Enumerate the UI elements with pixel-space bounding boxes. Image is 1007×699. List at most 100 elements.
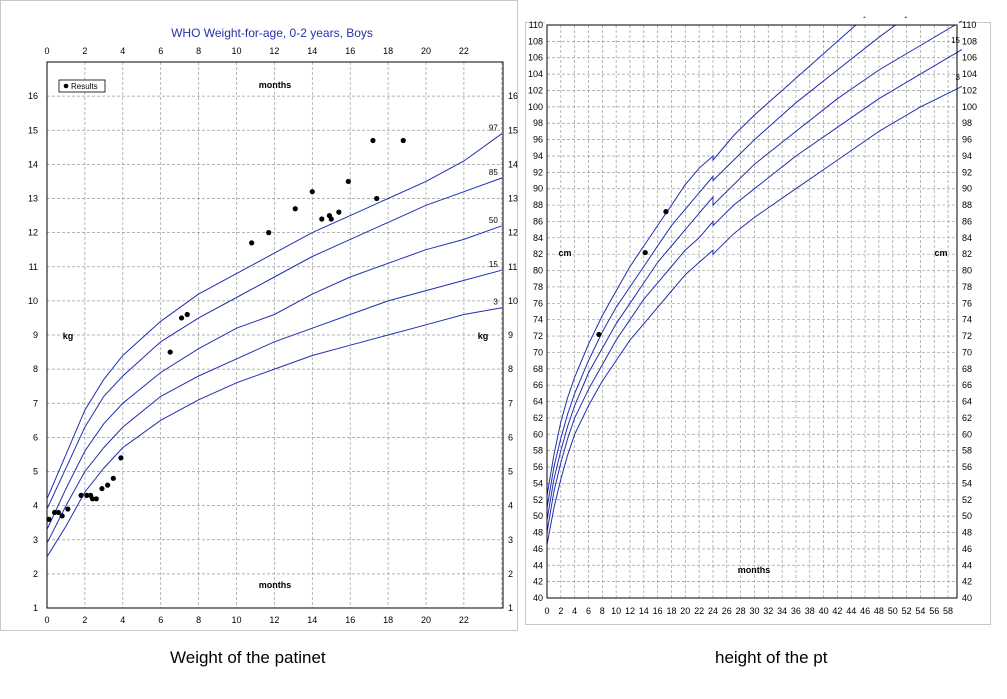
y-tick-label-left: 56 xyxy=(533,462,543,472)
plot-area-frame xyxy=(46,61,504,609)
x-tick-label: 42 xyxy=(832,606,842,616)
y-tick-label-left: 5 xyxy=(33,467,38,477)
y-tick-label-right: 64 xyxy=(962,397,972,407)
legend-label: Results xyxy=(71,82,98,91)
y-tick-label-right: 108 xyxy=(962,36,977,46)
chart-title: WHO Weight-for-age, 0-2 years, Boys xyxy=(171,26,373,40)
y-tick-label-left: 10 xyxy=(28,296,38,306)
x-tick-label-top: 6 xyxy=(158,46,163,56)
y-tick-label-left: 8 xyxy=(33,364,38,374)
y-tick-label-right: 72 xyxy=(962,331,972,341)
y-tick-label-right: 90 xyxy=(962,184,972,194)
result-point xyxy=(51,509,58,516)
y-tick-label-right: 16 xyxy=(508,91,518,101)
y-tick-label-right: 13 xyxy=(508,194,518,204)
result-point xyxy=(93,496,99,502)
x-tick-label: 44 xyxy=(846,606,856,616)
percentile-curve xyxy=(546,49,963,533)
y-tick-label-left: 82 xyxy=(533,249,543,259)
y-tick-label-right: 56 xyxy=(962,462,972,472)
y-tick-label-right: 50 xyxy=(962,511,972,521)
x-tick-label: 40 xyxy=(819,606,829,616)
x-tick-label: 24 xyxy=(708,606,718,616)
x-tick-label-top: 2 xyxy=(82,46,87,56)
x-tick-label: 2 xyxy=(558,606,563,616)
x-tick-label: 16 xyxy=(653,606,663,616)
legend-marker xyxy=(63,83,69,89)
result-point xyxy=(400,137,406,144)
x-tick-label-bottom: 10 xyxy=(231,615,241,625)
y-tick-label-left: 66 xyxy=(533,380,543,390)
y-tick-label-left: 13 xyxy=(28,194,38,204)
y-axis-label-left: kg xyxy=(63,331,74,341)
y-tick-label-left: 84 xyxy=(533,233,543,243)
y-tick-label-right: 4 xyxy=(508,501,513,511)
y-tick-label-left: 80 xyxy=(533,266,543,276)
x-tick-label-top: 8 xyxy=(196,46,201,56)
x-tick-label: 58 xyxy=(943,606,953,616)
y-tick-label-left: 15 xyxy=(28,125,38,135)
x-axis-label-top: months xyxy=(259,80,292,90)
y-tick-label-left: 48 xyxy=(533,528,543,538)
y-tick-label-right: 14 xyxy=(508,159,518,169)
y-tick-label-left: 3 xyxy=(33,535,38,545)
result-point xyxy=(374,195,380,202)
y-tick-label-left: 102 xyxy=(528,85,543,95)
y-tick-label-left: 2 xyxy=(33,569,38,579)
y-tick-label-left: 72 xyxy=(533,331,543,341)
result-point xyxy=(59,513,65,519)
x-tick-label: 50 xyxy=(888,606,898,616)
y-tick-label-right: 52 xyxy=(962,495,972,505)
y-tick-label-right: 11 xyxy=(508,262,517,272)
y-tick-label-right: 74 xyxy=(962,315,972,325)
height-chart-caption: height of the pt xyxy=(715,648,828,667)
y-tick-label-right: 94 xyxy=(962,151,972,161)
y-axis-label-right: kg xyxy=(478,331,489,341)
y-tick-label-left: 9 xyxy=(33,330,38,340)
x-tick-label-top: 0 xyxy=(44,46,49,56)
y-tick-label-right: 12 xyxy=(508,228,518,238)
y-axis-label-left: cm xyxy=(558,248,571,258)
y-tick-label-left: 94 xyxy=(533,151,543,161)
y-tick-label-left: 88 xyxy=(533,200,543,210)
gridlines xyxy=(547,25,957,598)
y-tick-label-right: 104 xyxy=(962,69,977,79)
x-tick-label: 22 xyxy=(694,606,704,616)
x-tick-label: 54 xyxy=(915,606,925,616)
x-tick-label-top: 14 xyxy=(307,46,317,56)
y-tick-label-left: 12 xyxy=(28,228,38,238)
y-tick-label-right: 62 xyxy=(962,413,972,423)
y-tick-label-left: 6 xyxy=(33,432,38,442)
x-tick-label: 52 xyxy=(902,606,912,616)
percentile-curve xyxy=(546,20,963,521)
x-tick-label: 12 xyxy=(625,606,635,616)
y-tick-label-left: 108 xyxy=(528,36,543,46)
y-tick-label-right: 42 xyxy=(962,577,972,587)
y-tick-label-right: 40 xyxy=(962,593,972,603)
result-point xyxy=(178,315,185,321)
result-point xyxy=(78,492,84,498)
x-tick-label: 10 xyxy=(611,606,621,616)
y-tick-label-right: 60 xyxy=(962,429,972,439)
x-tick-label: 48 xyxy=(874,606,884,616)
y-tick-label-left: 40 xyxy=(533,593,543,603)
y-tick-label-left: 68 xyxy=(533,364,543,374)
percentile-labels: 15 3 xyxy=(951,36,960,82)
percentile-label: 3 xyxy=(956,73,961,82)
y-tick-label-left: 96 xyxy=(533,135,543,145)
y-tick-label-right: 58 xyxy=(962,446,972,456)
x-tick-label: 6 xyxy=(586,606,591,616)
x-tick-label-bottom: 14 xyxy=(307,615,317,625)
y-tick-label-right: 46 xyxy=(962,544,972,554)
y-tick-label-right: 110 xyxy=(962,20,976,30)
y-tick-label-left: 98 xyxy=(533,118,543,128)
y-tick-label-right: 3 xyxy=(508,535,513,545)
x-tick-label-top: 18 xyxy=(383,46,393,56)
result-point xyxy=(596,331,602,338)
result-point xyxy=(105,482,111,488)
x-tick-label: 4 xyxy=(572,606,577,616)
percentile-curve-85 xyxy=(46,177,502,510)
percentile-curve-3 xyxy=(46,307,502,558)
